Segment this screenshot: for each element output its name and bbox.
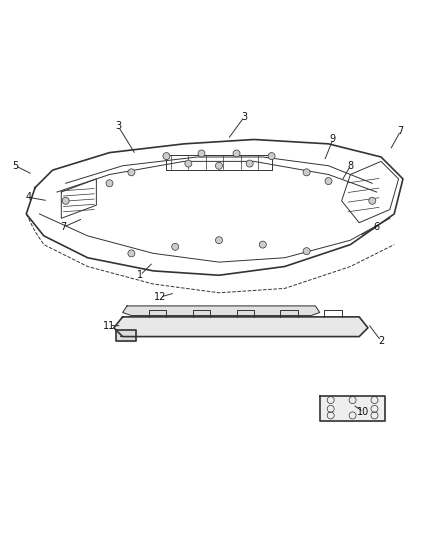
Text: 7: 7 — [398, 126, 404, 136]
Text: 6: 6 — [374, 222, 380, 232]
Polygon shape — [116, 330, 136, 341]
Text: 4: 4 — [25, 192, 32, 203]
Circle shape — [303, 248, 310, 255]
Circle shape — [128, 169, 135, 176]
Circle shape — [215, 237, 223, 244]
Text: 3: 3 — [115, 122, 121, 131]
Circle shape — [268, 152, 275, 159]
Polygon shape — [320, 395, 385, 421]
Circle shape — [106, 180, 113, 187]
Circle shape — [215, 162, 223, 169]
Circle shape — [62, 197, 69, 204]
Text: 9: 9 — [330, 134, 336, 144]
Circle shape — [325, 177, 332, 184]
Text: 1: 1 — [137, 270, 143, 280]
Circle shape — [198, 150, 205, 157]
Text: 2: 2 — [378, 336, 384, 346]
Circle shape — [369, 197, 376, 204]
Circle shape — [172, 243, 179, 251]
Circle shape — [303, 169, 310, 176]
Polygon shape — [123, 306, 320, 316]
Text: 5: 5 — [12, 161, 18, 171]
Circle shape — [128, 250, 135, 257]
Circle shape — [233, 150, 240, 157]
Text: 11: 11 — [103, 321, 116, 330]
Circle shape — [259, 241, 266, 248]
Text: 12: 12 — [154, 292, 166, 302]
Text: 7: 7 — [60, 222, 67, 232]
Circle shape — [163, 152, 170, 159]
Text: 8: 8 — [347, 161, 353, 171]
Circle shape — [246, 160, 253, 167]
Text: 3: 3 — [241, 112, 247, 122]
Text: 10: 10 — [357, 407, 370, 417]
Polygon shape — [114, 317, 368, 336]
Circle shape — [185, 160, 192, 167]
